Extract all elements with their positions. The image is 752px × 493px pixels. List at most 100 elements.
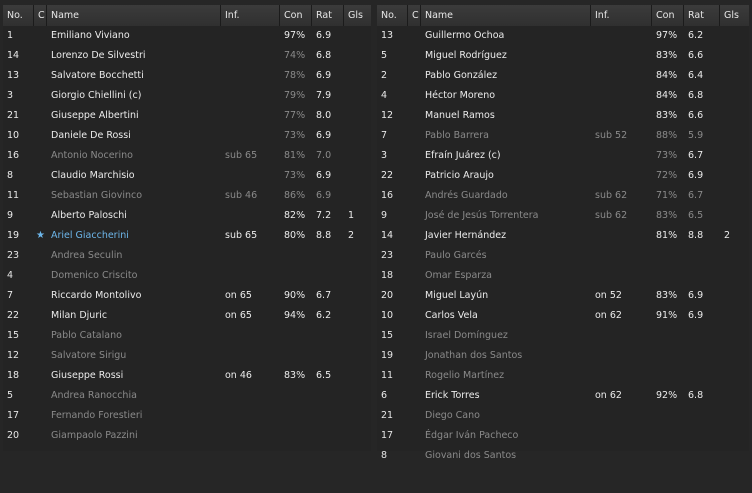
player-number: 10 bbox=[381, 310, 394, 321]
player-number: 3 bbox=[7, 90, 14, 101]
player-row[interactable]: 19 ★ Ariel Giaccherini sub 65 80% 8.8 2 bbox=[3, 226, 371, 246]
player-number: 14 bbox=[7, 50, 20, 61]
player-name: Domenico Criscito bbox=[51, 270, 138, 281]
player-row[interactable]: 5 Miguel Rodríguez 83% 6.6 bbox=[377, 46, 749, 66]
player-condition: 90% bbox=[284, 290, 306, 301]
col-header-no[interactable]: No. bbox=[377, 5, 408, 26]
player-row[interactable]: 16 Antonio Nocerino sub 65 81% 7.0 bbox=[3, 146, 371, 166]
player-condition: 78% bbox=[284, 70, 306, 81]
player-influence: on 62 bbox=[595, 390, 622, 401]
player-number: 20 bbox=[381, 290, 394, 301]
col-header-name[interactable]: Name bbox=[47, 5, 221, 26]
player-row[interactable]: 21 Giuseppe Albertini 77% 8.0 bbox=[3, 106, 371, 126]
player-rating: 7.2 bbox=[316, 210, 332, 221]
player-row[interactable]: 22 Patricio Araujo 72% 6.9 bbox=[377, 166, 749, 186]
col-header-goals[interactable]: Gls bbox=[720, 5, 749, 26]
player-number: 15 bbox=[381, 330, 394, 341]
player-name: Héctor Moreno bbox=[425, 90, 496, 101]
player-name: Édgar Iván Pacheco bbox=[425, 430, 519, 441]
col-header-name[interactable]: Name bbox=[421, 5, 591, 26]
col-header-no[interactable]: No. bbox=[3, 5, 34, 26]
col-header-goals[interactable]: Gls bbox=[344, 5, 371, 26]
player-rating: 8.8 bbox=[316, 230, 332, 241]
player-row[interactable]: 10 Carlos Vela on 62 91% 6.9 bbox=[377, 306, 749, 326]
player-row[interactable]: 9 Alberto Paloschi 82% 7.2 1 bbox=[3, 206, 371, 226]
player-rating: 6.2 bbox=[316, 310, 332, 321]
player-row[interactable]: 6 Erick Torres on 62 92% 6.8 bbox=[377, 386, 749, 406]
player-row[interactable]: 3 Giorgio Chiellini (c) 79% 7.9 bbox=[3, 86, 371, 106]
player-name: Efraín Juárez (c) bbox=[425, 150, 501, 161]
player-number: 18 bbox=[7, 370, 20, 381]
player-name: Carlos Vela bbox=[425, 310, 478, 321]
player-row[interactable]: 12 Salvatore Sirigu bbox=[3, 346, 371, 366]
player-name: Jonathan dos Santos bbox=[425, 350, 523, 361]
col-header-rating[interactable]: Rat bbox=[312, 5, 344, 26]
player-row[interactable]: 14 Javier Hernández 81% 8.8 2 bbox=[377, 226, 749, 246]
player-name: Salvatore Bocchetti bbox=[51, 70, 144, 81]
player-goals: 2 bbox=[724, 230, 731, 241]
player-number: 12 bbox=[381, 110, 394, 121]
player-condition: 80% bbox=[284, 230, 306, 241]
player-row[interactable]: 3 Efraín Juárez (c) 73% 6.7 bbox=[377, 146, 749, 166]
player-number: 9 bbox=[7, 210, 14, 221]
player-rating: 5.9 bbox=[688, 130, 704, 141]
player-row[interactable]: 8 Claudio Marchisio 73% 6.9 bbox=[3, 166, 371, 186]
player-influence: on 52 bbox=[595, 290, 622, 301]
player-row[interactable]: 8 Giovani dos Santos bbox=[377, 446, 749, 466]
player-number: 23 bbox=[7, 250, 20, 261]
player-name: Salvatore Sirigu bbox=[51, 350, 127, 361]
player-row[interactable]: 22 Milan Djuric on 65 94% 6.2 bbox=[3, 306, 371, 326]
player-row[interactable]: 19 Jonathan dos Santos bbox=[377, 346, 749, 366]
col-header-condition[interactable]: Con bbox=[280, 5, 312, 26]
player-row[interactable]: 11 Sebastian Giovinco sub 46 86% 6.9 bbox=[3, 186, 371, 206]
player-row[interactable]: 9 José de Jesús Torrentera sub 62 83% 6.5 bbox=[377, 206, 749, 226]
player-row[interactable]: 21 Diego Cano bbox=[377, 406, 749, 426]
player-row[interactable]: 14 Lorenzo De Silvestri 74% 6.8 bbox=[3, 46, 371, 66]
player-row[interactable]: 1 Emiliano Viviano 97% 6.9 bbox=[3, 26, 371, 46]
player-row[interactable]: 15 Israel Domínguez bbox=[377, 326, 749, 346]
player-row[interactable]: 13 Salvatore Bocchetti 78% 6.9 bbox=[3, 66, 371, 86]
player-name: Andrea Ranocchia bbox=[51, 390, 137, 401]
player-row[interactable]: 5 Andrea Ranocchia bbox=[3, 386, 371, 406]
col-header-influence[interactable]: Inf. bbox=[591, 5, 652, 26]
player-row[interactable]: 10 Daniele De Rossi 73% 6.9 bbox=[3, 126, 371, 146]
player-number: 4 bbox=[7, 270, 14, 281]
player-name: Guillermo Ochoa bbox=[425, 30, 505, 41]
player-name: Alberto Paloschi bbox=[51, 210, 127, 221]
player-row[interactable]: 7 Pablo Barrera sub 52 88% 5.9 bbox=[377, 126, 749, 146]
player-name: Claudio Marchisio bbox=[51, 170, 135, 181]
player-row[interactable]: 20 Miguel Layún on 52 83% 6.9 bbox=[377, 286, 749, 306]
player-row[interactable]: 12 Manuel Ramos 83% 6.6 bbox=[377, 106, 749, 126]
player-number: 3 bbox=[381, 150, 388, 161]
player-row[interactable]: 7 Riccardo Montolivo on 65 90% 6.7 bbox=[3, 286, 371, 306]
player-rating: 6.7 bbox=[688, 190, 704, 201]
player-influence: sub 65 bbox=[225, 150, 258, 161]
col-header-condition[interactable]: Con bbox=[652, 5, 684, 26]
col-header-captain[interactable]: C bbox=[408, 5, 421, 26]
player-name: Diego Cano bbox=[425, 410, 480, 421]
col-header-influence[interactable]: Inf. bbox=[221, 5, 280, 26]
player-row[interactable]: 11 Rogelio Martínez bbox=[377, 366, 749, 386]
player-row[interactable]: 23 Paulo Garcés bbox=[377, 246, 749, 266]
player-row[interactable]: 18 Giuseppe Rossi on 46 83% 6.5 bbox=[3, 366, 371, 386]
player-row[interactable]: 20 Giampaolo Pazzini bbox=[3, 426, 371, 446]
player-name: Giampaolo Pazzini bbox=[51, 430, 138, 441]
player-number: 11 bbox=[7, 190, 20, 201]
player-row[interactable]: 4 Héctor Moreno 84% 6.8 bbox=[377, 86, 749, 106]
col-header-captain[interactable]: C bbox=[34, 5, 47, 26]
player-row[interactable]: 13 Guillermo Ochoa 97% 6.2 bbox=[377, 26, 749, 46]
player-rating: 6.5 bbox=[316, 370, 332, 381]
player-row[interactable]: 16 Andrés Guardado sub 62 71% 6.7 bbox=[377, 186, 749, 206]
player-row[interactable]: 15 Pablo Catalano bbox=[3, 326, 371, 346]
player-row[interactable]: 2 Pablo González 84% 6.4 bbox=[377, 66, 749, 86]
col-header-rating[interactable]: Rat bbox=[684, 5, 720, 26]
player-row[interactable]: 18 Omar Esparza bbox=[377, 266, 749, 286]
player-name: Fernando Forestieri bbox=[51, 410, 143, 421]
player-row[interactable]: 17 Édgar Iván Pacheco bbox=[377, 426, 749, 446]
player-condition: 81% bbox=[284, 150, 306, 161]
player-row[interactable]: 17 Fernando Forestieri bbox=[3, 406, 371, 426]
player-row[interactable]: 4 Domenico Criscito bbox=[3, 266, 371, 286]
player-row[interactable]: 23 Andrea Seculin bbox=[3, 246, 371, 266]
player-number: 8 bbox=[381, 450, 388, 461]
right-team-header: No. C Name Inf. Con Rat Gls bbox=[377, 5, 749, 26]
